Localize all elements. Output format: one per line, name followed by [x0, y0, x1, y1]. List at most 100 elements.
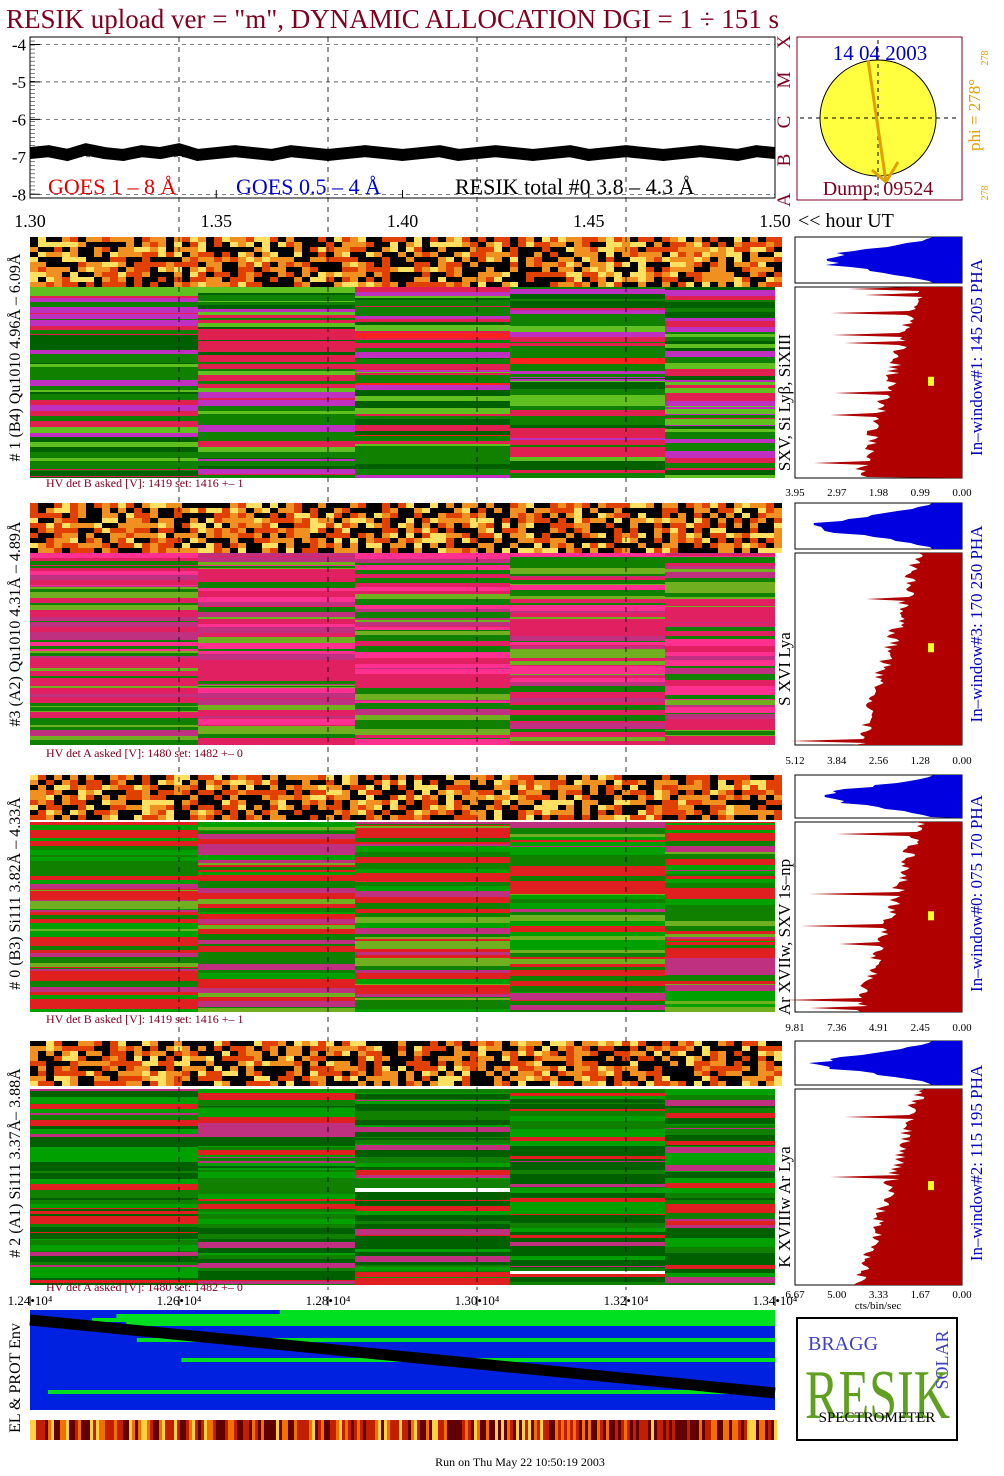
strip-cell: [30, 1076, 38, 1081]
spectrum-row: [355, 1170, 510, 1171]
strip-cell: [758, 538, 766, 543]
spectrum-row: [30, 723, 198, 725]
strip-cell: [134, 775, 142, 780]
strip-cell: [574, 1081, 582, 1086]
strip-cell: [454, 1051, 462, 1056]
strip-cell: [302, 257, 310, 262]
strip-cell: [222, 518, 230, 523]
strip-cell: [86, 252, 94, 257]
strip-cell: [766, 805, 774, 810]
spectrum-row: [665, 618, 775, 622]
strip-cell: [30, 780, 38, 785]
strip-cell: [590, 1071, 598, 1076]
strip-cell: [86, 548, 94, 553]
strip-cell: [686, 272, 694, 277]
strip-cell: [414, 282, 422, 287]
spectrum-row: [510, 1246, 665, 1252]
strip-cell: [614, 1041, 622, 1046]
spectrum-row: [30, 919, 198, 923]
strip-cell: [422, 237, 430, 242]
strip-cell: [182, 1046, 190, 1051]
spectrum-row: [30, 421, 198, 422]
strip-cell: [558, 1046, 566, 1051]
strip-cell: [534, 267, 542, 272]
strip-cell: [102, 533, 110, 538]
spectrum-row: [510, 1158, 665, 1159]
strip-cell: [766, 1066, 774, 1071]
spectrum-row: [665, 606, 775, 607]
strip-cell: [214, 242, 222, 247]
strip-cell: [230, 543, 238, 548]
spectrum-row: [510, 461, 665, 464]
strip-cell: [550, 1081, 558, 1086]
strip-cell: [46, 1046, 54, 1051]
strip-cell: [750, 795, 758, 800]
strip-cell: [222, 267, 230, 272]
spectrum-row: [510, 1252, 665, 1256]
strip-cell: [166, 1076, 174, 1081]
strip-cell: [534, 1061, 542, 1066]
strip-cell: [286, 795, 294, 800]
hv-readout: HV det B asked [V]: 1419 set: 1416 +– 1: [46, 1012, 244, 1026]
spectrum-row: [198, 887, 355, 888]
strip-cell: [86, 523, 94, 528]
strip-cell: [662, 503, 670, 508]
strip-cell: [678, 800, 686, 805]
strip-cell: [678, 1066, 686, 1071]
strip-cell: [198, 1051, 206, 1056]
spectrum-row: [665, 414, 775, 415]
strip-cell: [126, 1076, 134, 1081]
strip-cell: [46, 267, 54, 272]
strip-cell: [478, 810, 486, 815]
spectrum-row: [198, 556, 355, 557]
strip-cell: [270, 528, 278, 533]
strip-cell: [206, 1061, 214, 1066]
spectrum-row: [30, 736, 198, 740]
strip-cell: [166, 513, 174, 518]
strip-cell: [694, 805, 702, 810]
strip-cell: [558, 518, 566, 523]
strip-cell: [222, 277, 230, 282]
spectrum-row: [30, 400, 198, 405]
strip-cell: [158, 785, 166, 790]
strip-cell: [182, 523, 190, 528]
strip-cell: [486, 538, 494, 543]
strip-cell: [214, 1051, 222, 1056]
spectrum-row: [510, 343, 665, 346]
strip-cell: [390, 1046, 398, 1051]
strip-cell: [638, 252, 646, 257]
spectrum-row: [198, 392, 355, 398]
strip-cell: [678, 790, 686, 795]
strip-cell: [614, 538, 622, 543]
spectrum-row: [30, 1104, 198, 1109]
strip-cell: [358, 795, 366, 800]
strip-cell: [654, 1061, 662, 1066]
strip-cell: [390, 1066, 398, 1071]
strip-cell: [774, 543, 782, 548]
strip-cell: [334, 805, 342, 810]
strip-cell: [678, 1046, 686, 1051]
strip-cell: [446, 508, 454, 513]
strip-cell: [230, 548, 238, 553]
strip-cell: [710, 1071, 718, 1076]
strip-cell: [198, 1041, 206, 1046]
spectrum-row: [355, 945, 510, 949]
spectrum-row: [198, 925, 355, 929]
strip-cell: [494, 528, 502, 533]
strip-cell: [150, 1066, 158, 1071]
strip-cell: [526, 257, 534, 262]
spectrum-row: [665, 912, 775, 918]
strip-cell: [270, 513, 278, 518]
spectrum-row: [30, 663, 198, 668]
strip-cell: [486, 257, 494, 262]
strip-cell: [358, 1066, 366, 1071]
strip-cell: [62, 277, 70, 282]
strip-cell: [470, 805, 478, 810]
spectrum-row: [355, 941, 510, 945]
strip-cell: [310, 785, 318, 790]
spectrum-row: [510, 661, 665, 665]
strip-cell: [398, 1051, 406, 1056]
strip-cell: [638, 1051, 646, 1056]
strip-cell: [38, 790, 46, 795]
strip-cell: [654, 523, 662, 528]
